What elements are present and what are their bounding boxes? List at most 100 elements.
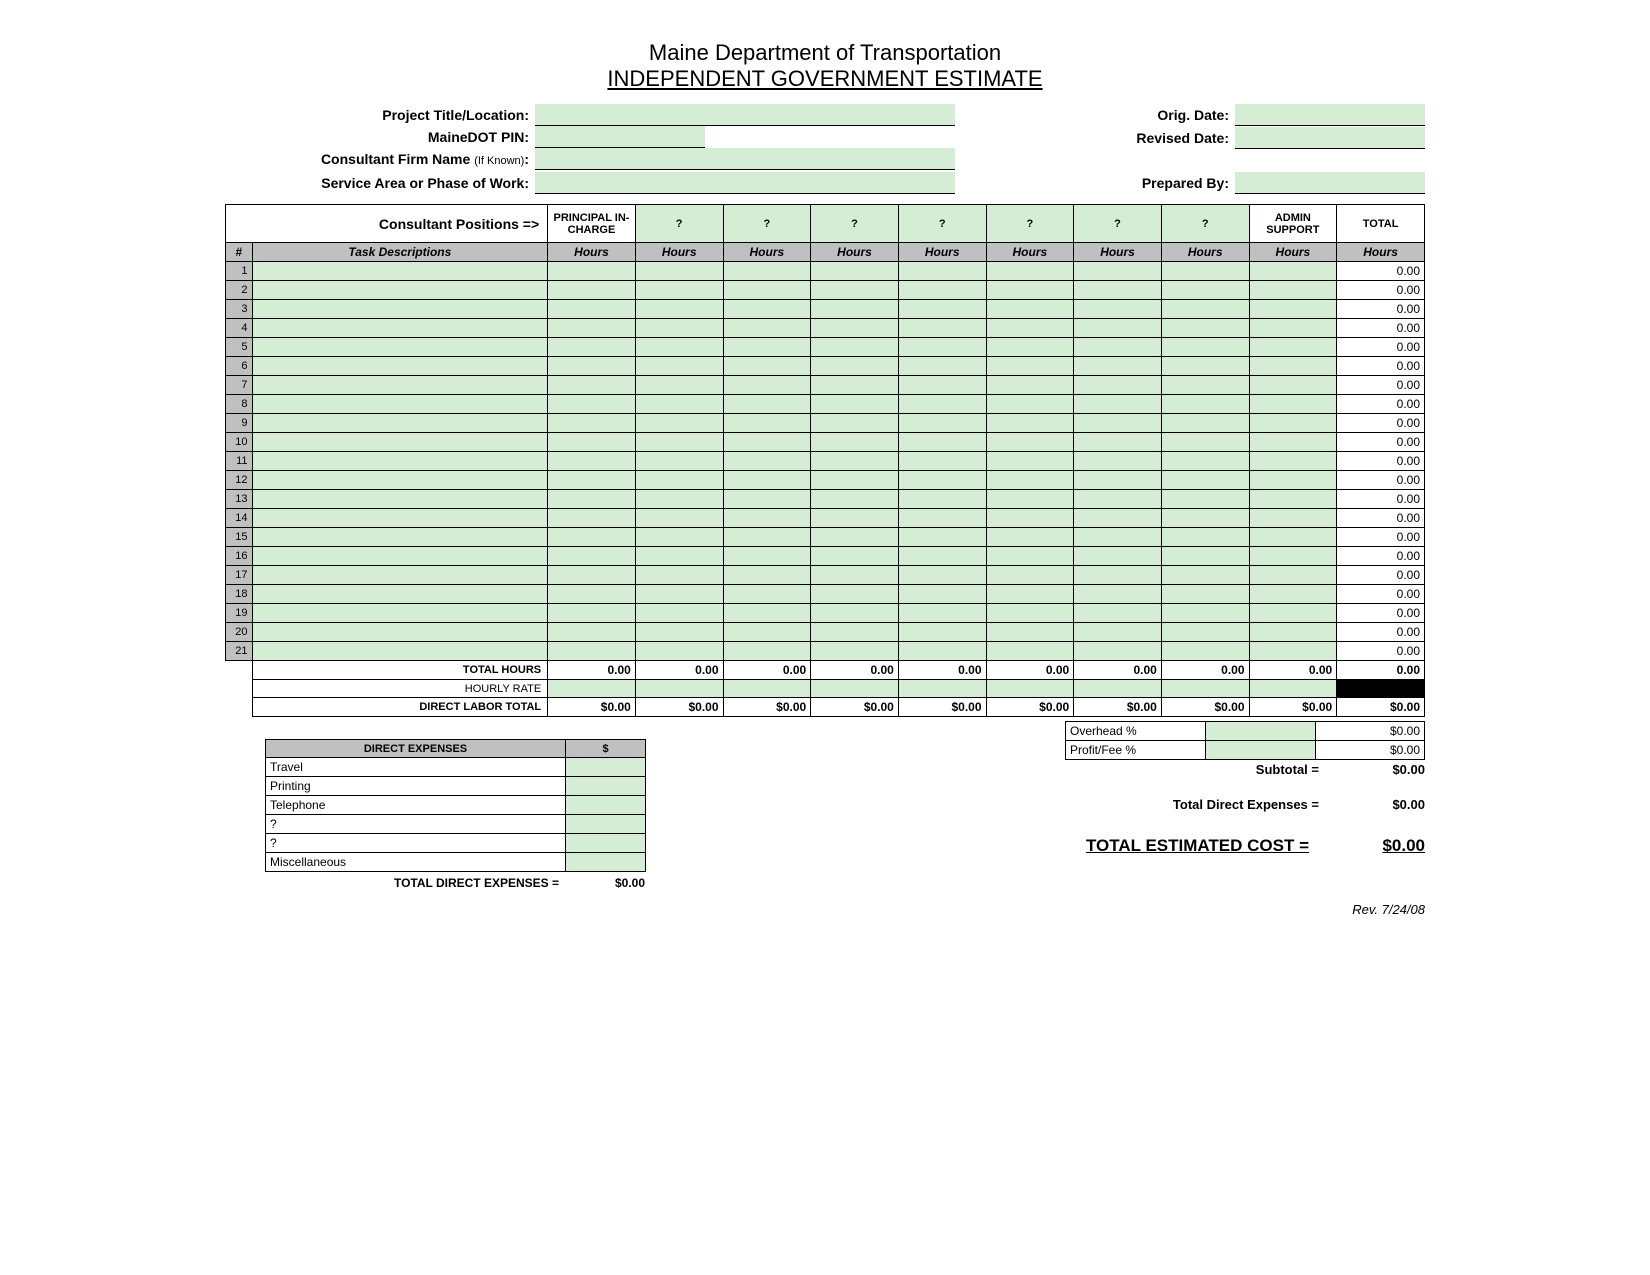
pos-col-4[interactable]: ?: [898, 205, 986, 243]
hours-input[interactable]: [1161, 338, 1249, 357]
hours-input[interactable]: [1074, 357, 1162, 376]
hours-input[interactable]: [986, 395, 1074, 414]
hours-input[interactable]: [811, 262, 899, 281]
hours-input[interactable]: [1074, 642, 1162, 661]
hours-input[interactable]: [811, 471, 899, 490]
hours-input[interactable]: [723, 319, 811, 338]
hours-input[interactable]: [1074, 509, 1162, 528]
hours-input[interactable]: [723, 471, 811, 490]
task-desc-input[interactable]: [252, 357, 548, 376]
pos-col-1[interactable]: ?: [635, 205, 723, 243]
hours-input[interactable]: [898, 357, 986, 376]
task-desc-input[interactable]: [252, 376, 548, 395]
hours-input[interactable]: [1249, 433, 1337, 452]
hours-input[interactable]: [1074, 604, 1162, 623]
hours-input[interactable]: [1074, 376, 1162, 395]
project-title-input[interactable]: [535, 104, 955, 126]
hours-input[interactable]: [811, 414, 899, 433]
hours-input[interactable]: [723, 509, 811, 528]
hours-input[interactable]: [1074, 623, 1162, 642]
pos-col-5[interactable]: ?: [986, 205, 1074, 243]
hours-input[interactable]: [1161, 395, 1249, 414]
hours-input[interactable]: [723, 623, 811, 642]
hours-input[interactable]: [1074, 300, 1162, 319]
hours-input[interactable]: [548, 642, 636, 661]
hours-input[interactable]: [1249, 642, 1337, 661]
hours-input[interactable]: [986, 623, 1074, 642]
hours-input[interactable]: [898, 319, 986, 338]
hours-input[interactable]: [986, 281, 1074, 300]
hours-input[interactable]: [1161, 376, 1249, 395]
hours-input[interactable]: [986, 642, 1074, 661]
hours-input[interactable]: [811, 300, 899, 319]
hours-input[interactable]: [986, 509, 1074, 528]
hours-input[interactable]: [548, 357, 636, 376]
hours-input[interactable]: [548, 471, 636, 490]
hours-input[interactable]: [1074, 414, 1162, 433]
hourly-rate-7[interactable]: [1161, 680, 1249, 698]
hours-input[interactable]: [811, 452, 899, 471]
hours-input[interactable]: [986, 262, 1074, 281]
profit-input[interactable]: [1206, 741, 1315, 760]
expense-value-input[interactable]: [566, 796, 646, 815]
hours-input[interactable]: [898, 414, 986, 433]
hours-input[interactable]: [635, 547, 723, 566]
hours-input[interactable]: [548, 623, 636, 642]
hours-input[interactable]: [986, 547, 1074, 566]
hours-input[interactable]: [548, 338, 636, 357]
hours-input[interactable]: [811, 281, 899, 300]
hours-input[interactable]: [1249, 490, 1337, 509]
hours-input[interactable]: [986, 300, 1074, 319]
hours-input[interactable]: [635, 642, 723, 661]
hours-input[interactable]: [548, 509, 636, 528]
hours-input[interactable]: [548, 395, 636, 414]
hours-input[interactable]: [723, 547, 811, 566]
hours-input[interactable]: [811, 376, 899, 395]
hours-input[interactable]: [635, 281, 723, 300]
hours-input[interactable]: [723, 281, 811, 300]
hours-input[interactable]: [1161, 642, 1249, 661]
task-desc-input[interactable]: [252, 547, 548, 566]
hourly-rate-1[interactable]: [635, 680, 723, 698]
task-desc-input[interactable]: [252, 281, 548, 300]
hours-input[interactable]: [898, 376, 986, 395]
pos-col-7[interactable]: ?: [1161, 205, 1249, 243]
hours-input[interactable]: [723, 414, 811, 433]
expense-value-input[interactable]: [566, 815, 646, 834]
hours-input[interactable]: [548, 566, 636, 585]
task-desc-input[interactable]: [252, 490, 548, 509]
hours-input[interactable]: [1074, 395, 1162, 414]
hours-input[interactable]: [1249, 338, 1337, 357]
hours-input[interactable]: [723, 395, 811, 414]
hours-input[interactable]: [1074, 319, 1162, 338]
hours-input[interactable]: [1249, 376, 1337, 395]
task-desc-input[interactable]: [252, 414, 548, 433]
pin-input[interactable]: [535, 126, 705, 148]
hours-input[interactable]: [548, 433, 636, 452]
hours-input[interactable]: [811, 566, 899, 585]
hours-input[interactable]: [1161, 471, 1249, 490]
task-desc-input[interactable]: [252, 395, 548, 414]
task-desc-input[interactable]: [252, 509, 548, 528]
hours-input[interactable]: [1161, 509, 1249, 528]
hours-input[interactable]: [635, 300, 723, 319]
task-desc-input[interactable]: [252, 528, 548, 547]
task-desc-input[interactable]: [252, 300, 548, 319]
hours-input[interactable]: [898, 471, 986, 490]
hours-input[interactable]: [548, 585, 636, 604]
hours-input[interactable]: [986, 338, 1074, 357]
hours-input[interactable]: [1161, 566, 1249, 585]
hours-input[interactable]: [811, 319, 899, 338]
orig-date-input[interactable]: [1235, 104, 1425, 126]
hours-input[interactable]: [898, 452, 986, 471]
hours-input[interactable]: [635, 338, 723, 357]
hours-input[interactable]: [811, 585, 899, 604]
hours-input[interactable]: [811, 623, 899, 642]
hours-input[interactable]: [986, 414, 1074, 433]
hours-input[interactable]: [548, 528, 636, 547]
hours-input[interactable]: [986, 490, 1074, 509]
hours-input[interactable]: [986, 566, 1074, 585]
hours-input[interactable]: [811, 433, 899, 452]
task-desc-input[interactable]: [252, 319, 548, 338]
hours-input[interactable]: [898, 528, 986, 547]
